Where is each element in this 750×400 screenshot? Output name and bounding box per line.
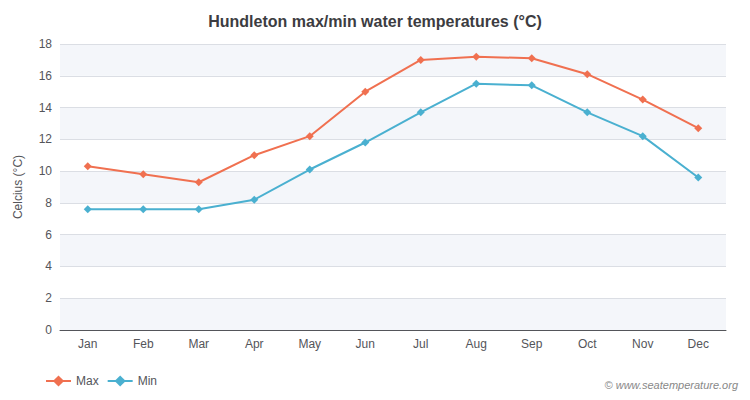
svg-text:Dec: Dec xyxy=(688,337,709,351)
svg-text:May: May xyxy=(298,337,321,351)
svg-text:Oct: Oct xyxy=(578,337,597,351)
svg-text:2: 2 xyxy=(45,291,52,305)
svg-text:0: 0 xyxy=(45,323,52,337)
svg-text:14: 14 xyxy=(39,101,53,115)
svg-text:Jul: Jul xyxy=(413,337,428,351)
svg-text:© www.seatemperature.org: © www.seatemperature.org xyxy=(605,379,739,391)
svg-text:6: 6 xyxy=(45,228,52,242)
svg-text:Min: Min xyxy=(138,374,157,388)
svg-text:Aug: Aug xyxy=(466,337,487,351)
svg-text:Jun: Jun xyxy=(356,337,375,351)
svg-text:Nov: Nov xyxy=(632,337,653,351)
svg-text:Max: Max xyxy=(76,374,99,388)
svg-text:Hundleton max/min water temper: Hundleton max/min water temperatures (°C… xyxy=(208,13,542,30)
svg-text:Celcius (°C): Celcius (°C) xyxy=(11,155,25,219)
svg-text:Sep: Sep xyxy=(521,337,543,351)
svg-text:8: 8 xyxy=(45,196,52,210)
svg-text:16: 16 xyxy=(39,69,53,83)
svg-text:4: 4 xyxy=(45,259,52,273)
svg-text:12: 12 xyxy=(39,132,53,146)
svg-text:Jan: Jan xyxy=(78,337,97,351)
svg-text:Feb: Feb xyxy=(133,337,154,351)
svg-text:10: 10 xyxy=(39,164,53,178)
svg-text:18: 18 xyxy=(39,37,53,51)
svg-text:Mar: Mar xyxy=(188,337,209,351)
svg-text:Apr: Apr xyxy=(245,337,264,351)
